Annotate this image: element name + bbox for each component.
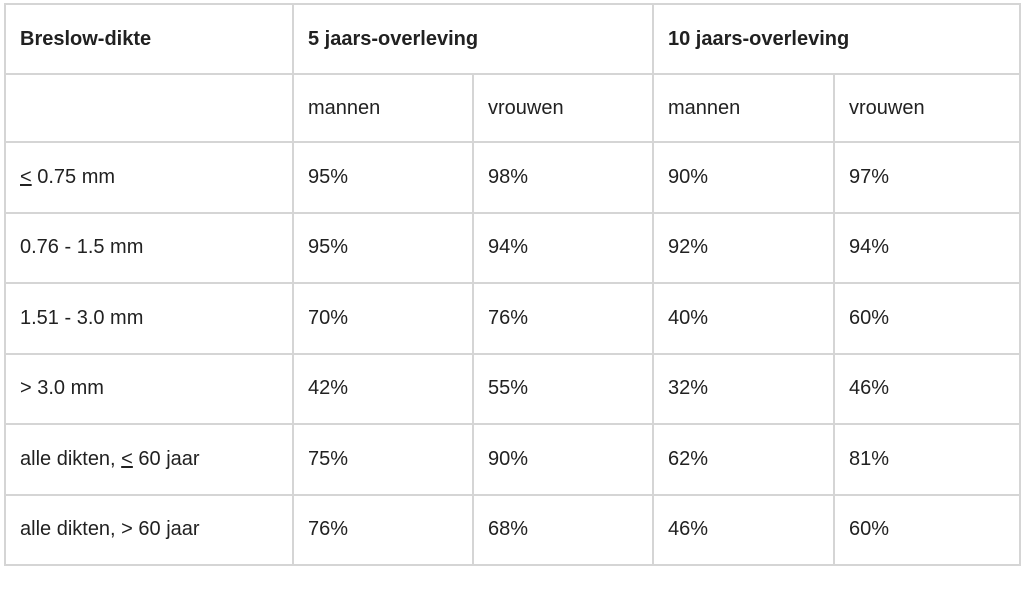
value-cell: 90% xyxy=(472,423,654,496)
less-than-or-equal-glyph: < xyxy=(121,447,133,470)
value-cell: 81% xyxy=(833,423,1021,496)
value-cell: 42% xyxy=(292,352,474,425)
value-cell: 60% xyxy=(833,493,1021,566)
subheader-5yr-vrouwen: vrouwen xyxy=(472,73,654,143)
table-row: < 0.75 mm 95% 98% 90% 97% xyxy=(4,141,1021,214)
value-cell: 62% xyxy=(652,423,835,496)
row-label-text: 0.76 - 1.5 mm xyxy=(20,236,144,259)
value-cell: 76% xyxy=(292,493,474,566)
row-label-cell: alle dikten, > 60 jaar xyxy=(4,493,294,566)
row-label-cell: < 0.75 mm xyxy=(4,141,294,214)
value-cell: 55% xyxy=(472,352,654,425)
table-body: < 0.75 mm 95% 98% 90% 97% 0.76 - 1.5 mm 95% 94%… xyxy=(4,141,1021,566)
value-cell: 60% xyxy=(833,282,1021,355)
row-label-text: 0.75 mm xyxy=(31,165,116,188)
value-cell: 94% xyxy=(833,211,1021,284)
value-cell: 94% xyxy=(472,211,654,284)
value-cell: 46% xyxy=(833,352,1021,425)
value-cell: 32% xyxy=(652,352,835,425)
value-cell: 92% xyxy=(652,211,835,284)
table-header: Breslow-dikte 5 jaars-overleving 10 jaar… xyxy=(4,3,1021,143)
value-cell: 98% xyxy=(472,141,654,214)
value-cell: 76% xyxy=(472,282,654,355)
empty-header-cell xyxy=(4,73,294,143)
value-cell: 70% xyxy=(292,282,474,355)
row-label-text: > 3.0 mm xyxy=(20,377,104,400)
row-label-text: alle dikten, > 60 jaar xyxy=(20,518,200,541)
value-cell: 97% xyxy=(833,141,1021,214)
row-label-text: alle dikten, xyxy=(20,447,122,470)
table-row: alle dikten, < 60 jaar 75% 90% 62% 81% xyxy=(4,423,1021,496)
corner-header-cell: Breslow-dikte xyxy=(4,3,294,75)
value-cell: 95% xyxy=(292,211,474,284)
breslow-survival-table: Breslow-dikte 5 jaars-overleving 10 jaar… xyxy=(4,3,1021,566)
value-cell: 75% xyxy=(292,423,474,496)
row-label-cell: > 3.0 mm xyxy=(4,352,294,425)
row-label-text: 60 jaar xyxy=(132,447,200,470)
value-cell: 90% xyxy=(652,141,835,214)
row-label-cell: 1.51 - 3.0 mm xyxy=(4,282,294,355)
table-row: 1.51 - 3.0 mm 70% 76% 40% 60% xyxy=(4,282,1021,355)
value-cell: 95% xyxy=(292,141,474,214)
row-label-text: 1.51 - 3.0 mm xyxy=(20,306,144,329)
table-row: alle dikten, > 60 jaar 76% 68% 46% 60% xyxy=(4,493,1021,566)
group-header-5yr: 5 jaars-overleving xyxy=(292,3,654,75)
less-than-or-equal-glyph: < xyxy=(20,165,32,188)
table-row: 0.76 - 1.5 mm 95% 94% 92% 94% xyxy=(4,211,1021,284)
row-label-cell: 0.76 - 1.5 mm xyxy=(4,211,294,284)
row-label-cell: alle dikten, < 60 jaar xyxy=(4,423,294,496)
subheader-10yr-vrouwen: vrouwen xyxy=(833,73,1021,143)
group-header-10yr: 10 jaars-overleving xyxy=(652,3,1021,75)
header-sub-row: mannen vrouwen mannen vrouwen xyxy=(4,73,1021,143)
value-cell: 68% xyxy=(472,493,654,566)
header-group-row: Breslow-dikte 5 jaars-overleving 10 jaar… xyxy=(4,3,1021,75)
subheader-5yr-mannen: mannen xyxy=(292,73,474,143)
value-cell: 46% xyxy=(652,493,835,566)
value-cell: 40% xyxy=(652,282,835,355)
subheader-10yr-mannen: mannen xyxy=(652,73,835,143)
table-row: > 3.0 mm 42% 55% 32% 46% xyxy=(4,352,1021,425)
